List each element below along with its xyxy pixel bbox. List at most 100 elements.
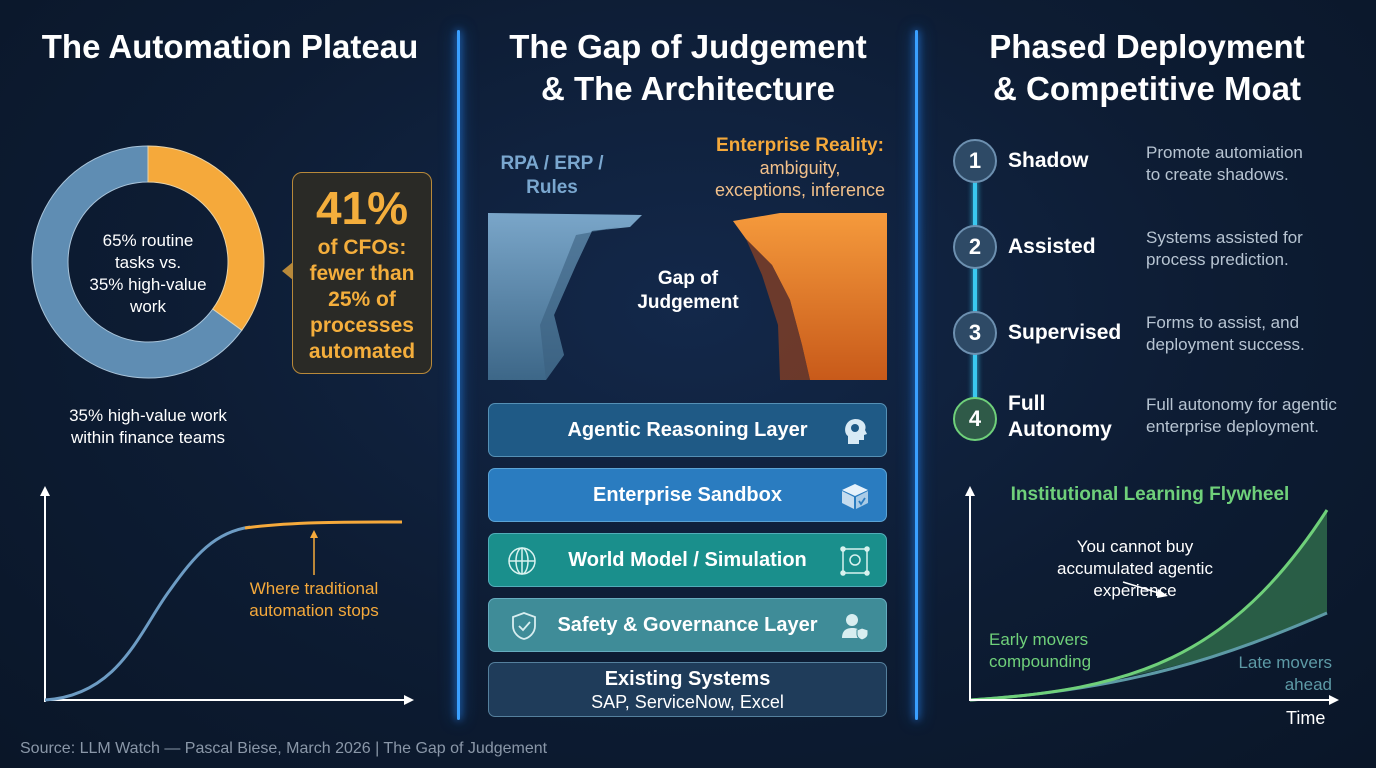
donut-slice-high-value: [147, 145, 265, 331]
title-line: & Competitive Moat: [992, 70, 1302, 107]
flywheel-title: Institutional Learning Flywheel: [1010, 484, 1290, 505]
plateau-line: [244, 520, 403, 530]
layer-world-model: World Model / Simulation: [488, 533, 887, 587]
desc-line: Promote automiation: [1146, 143, 1303, 162]
plateau-label: Where traditional automation stops: [224, 578, 404, 622]
y-axis-arrow: [40, 486, 50, 496]
plateau-arrow-head: [310, 530, 318, 538]
desc-line: Full autonomy for agentic: [1146, 395, 1337, 414]
annotation-line: accumulated agentic: [1057, 559, 1213, 578]
layer-label: Agentic Reasoning Layer: [567, 418, 808, 441]
layer-sublabel: SAP, ServiceNow, Excel: [591, 691, 784, 712]
label-line: Judgement: [637, 292, 739, 313]
donut-center-line: tasks vs.: [114, 253, 182, 272]
divider-left: [457, 30, 460, 720]
label-line: Autonomy: [1008, 418, 1112, 441]
callout-line: fewer than: [309, 262, 415, 285]
layer-safety-governance: Safety & Governance Layer: [488, 598, 887, 652]
desc-line: Systems assisted for: [1146, 228, 1303, 247]
late-movers-label: Late movers ahead: [1202, 652, 1332, 696]
gap-label: Gap of Judgement: [618, 267, 758, 315]
step-label-supervised: Supervised: [1008, 321, 1122, 344]
donut-center-label: 65% routine tasks vs. 35% high-value wor…: [68, 230, 228, 318]
annotation-line: experience: [1093, 581, 1177, 600]
right-cliff-shade: [746, 239, 810, 380]
step-desc-3: Forms to assist, and deployment success.: [1146, 312, 1305, 356]
title-line: Phased Deployment: [989, 28, 1305, 65]
left-cliff-label: RPA / ERP / Rules: [482, 152, 622, 200]
layer-label: World Model / Simulation: [568, 548, 807, 571]
footer-source: Source: LLM Watch — Pascal Biese, March …: [20, 740, 548, 757]
callout-line: processes: [310, 314, 414, 337]
step-number-4: 4: [953, 397, 997, 441]
step-desc-1: Promote automiation to create shadows.: [1146, 142, 1303, 186]
label-line: ahead: [1284, 675, 1332, 694]
annotation-arrow-head: [1157, 589, 1168, 598]
caption-line: within finance teams: [70, 428, 226, 447]
right-title: Phased Deployment & Competitive Moat: [918, 26, 1376, 110]
desc-line: Forms to assist, and: [1146, 313, 1300, 332]
flywheel-gap-area: [970, 510, 1327, 700]
flywheel-chart: [965, 486, 1339, 705]
label-line: compounding: [989, 652, 1092, 671]
label-line: ambiguity,: [759, 158, 841, 178]
user-shield-icon: [842, 614, 869, 641]
desc-line: process prediction.: [1146, 250, 1289, 269]
annotation-line: You cannot buy: [1076, 537, 1194, 556]
early-movers-line: [969, 509, 1329, 702]
callout-value: 41%: [315, 182, 409, 234]
donut-center-line: 65% routine: [102, 231, 194, 250]
layer-label: Existing Systems: [604, 667, 771, 690]
label-line: Early movers: [989, 630, 1089, 649]
cfo-stat-callout: 41% of CFOs: fewer than 25% of processes…: [292, 172, 432, 374]
cliffs-illustration: [488, 213, 887, 380]
early-movers-label: Early movers compounding: [989, 629, 1091, 673]
label-heading: Enterprise Reality:: [716, 135, 884, 156]
plateau-label-line: Where traditional: [249, 579, 379, 598]
right-cliff: [733, 213, 887, 380]
label-line: RPA / ERP /: [500, 153, 604, 174]
donut-slice-routine: [31, 145, 243, 379]
simulation-frame-icon: [840, 546, 870, 576]
title-line: & The Architecture: [540, 70, 835, 107]
x-axis-arrow: [404, 695, 414, 705]
layer-existing-systems: Existing Systems SAP, ServiceNow, Excel: [488, 662, 887, 717]
box-check-icon: [842, 484, 868, 509]
step-label-full-autonomy: Full Autonomy: [1008, 391, 1112, 443]
left-cliff-shade: [540, 227, 620, 380]
step-label-assisted: Assisted: [1008, 235, 1096, 258]
plateau-label-line: automation stops: [249, 601, 379, 620]
title-line: The Gap of Judgement: [509, 28, 867, 65]
callout-pointer: [282, 262, 293, 280]
label-line: Full: [1008, 392, 1046, 415]
x-axis-label: Time: [1286, 708, 1326, 728]
flywheel-annotation: You cannot buy accumulated agentic exper…: [1040, 536, 1230, 602]
x-axis-arrow: [1329, 695, 1339, 705]
shield-check-icon: [512, 612, 536, 640]
annotation-arrow: [1122, 581, 1163, 595]
desc-line: enterprise deployment.: [1146, 417, 1319, 436]
label-line: exceptions, inference: [714, 180, 886, 200]
donut-caption: 35% high-value work within finance teams: [38, 405, 258, 449]
layer-label: Safety & Governance Layer: [557, 613, 818, 636]
layer-enterprise-sandbox: Enterprise Sandbox: [488, 468, 887, 522]
timeline-connector: [973, 180, 977, 402]
s-curve-line: [44, 525, 251, 702]
middle-title: The Gap of Judgement & The Architecture: [460, 26, 916, 110]
y-axis-arrow: [965, 486, 975, 496]
layer-label: Enterprise Sandbox: [593, 483, 782, 506]
divider-right: [915, 30, 918, 720]
right-cliff-label: Enterprise Reality: ambiguity, exception…: [700, 135, 900, 201]
step-desc-4: Full autonomy for agentic enterprise depl…: [1146, 394, 1337, 438]
left-title: The Automation Plateau: [41, 28, 419, 65]
left-cliff: [488, 213, 642, 380]
step-number-2: 2: [953, 225, 997, 269]
step-desc-2: Systems assisted for process prediction.: [1146, 227, 1303, 271]
desc-line: to create shadows.: [1146, 165, 1289, 184]
label-line: Gap of: [657, 268, 719, 289]
donut-center-line: 35% high-value: [89, 275, 207, 294]
globe-icon: [508, 547, 536, 575]
step-label-shadow: Shadow: [1008, 149, 1089, 172]
head-gear-icon: [845, 419, 867, 444]
callout-line: 25% of: [328, 288, 396, 311]
